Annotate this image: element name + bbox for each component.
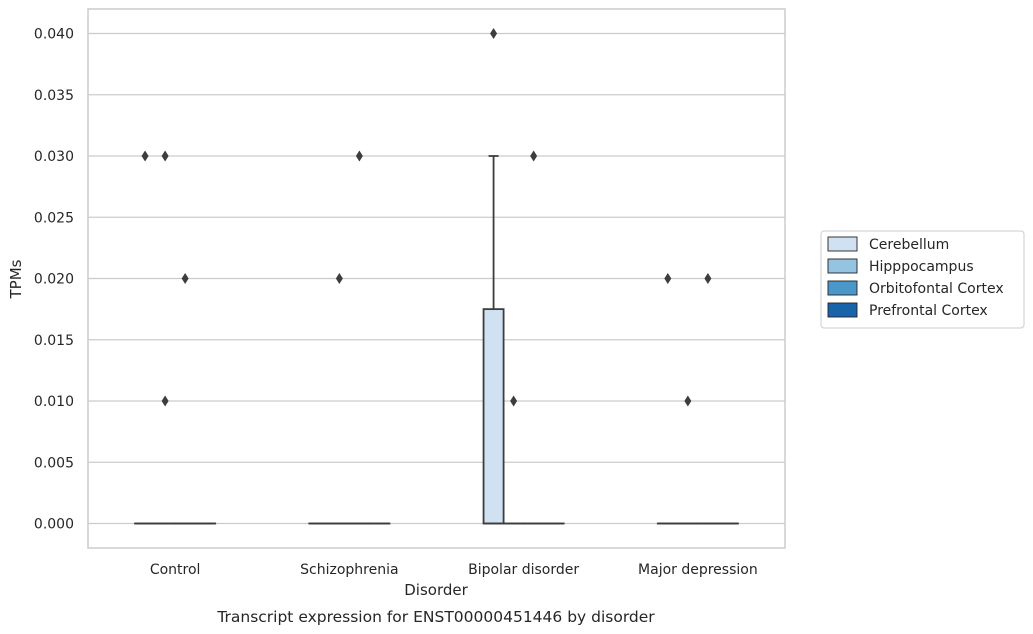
x-tick-label: Major depression — [638, 562, 758, 578]
grid-lines — [88, 32, 785, 525]
outlier-point — [335, 273, 343, 284]
y-tick-label: 0.020 — [34, 272, 74, 288]
outlier-point — [664, 273, 672, 284]
outlier-point — [510, 395, 518, 407]
box — [482, 308, 505, 525]
x-tick-label: Control — [150, 562, 201, 578]
box-group — [696, 273, 719, 525]
legend-swatch — [827, 236, 858, 252]
outlier-point — [684, 395, 692, 407]
box-plot-layer — [134, 28, 739, 525]
box-group — [502, 395, 525, 525]
y-tick-label: 0.040 — [34, 27, 74, 43]
outlier-point — [355, 150, 363, 162]
legend-label: Hipppocampus — [869, 259, 974, 275]
y-tick-label: 0.035 — [34, 88, 74, 104]
y-tick-label: 0.015 — [34, 333, 74, 349]
legend-swatch — [827, 280, 858, 296]
legend-frame — [820, 230, 1025, 329]
box-group — [676, 395, 699, 525]
outlier-point — [161, 150, 169, 162]
y-tick-label: 0.000 — [34, 517, 74, 533]
plot-area-frame — [87, 8, 786, 549]
legend-swatch — [827, 302, 858, 318]
legend: Cerebellum Hipppocampus Orbitofontal Corte… — [820, 230, 1025, 329]
outlier-point — [704, 273, 712, 284]
outlier-point — [141, 150, 149, 162]
legend-label: Orbitofontal Cortex — [869, 281, 1004, 297]
y-tick-labels: 0.000 0.005 0.010 0.015 0.020 0.025 0.030 0.035… — [34, 27, 74, 533]
x-axis-title: Disorder — [404, 581, 468, 599]
box-group — [328, 273, 351, 525]
y-tick-label: 0.030 — [34, 149, 74, 165]
outlier-point — [490, 28, 498, 39]
y-axis-title: TPMs — [7, 259, 25, 299]
box-group — [154, 150, 177, 525]
box-group — [482, 28, 505, 525]
box-group — [522, 150, 545, 525]
x-tick-labels: Control Schizophrenia Bipolar disorder Majo… — [150, 562, 758, 578]
outlier-point — [530, 150, 538, 162]
legend-label: Cerebellum — [869, 237, 949, 253]
outlier-point — [181, 273, 189, 284]
box-group — [134, 150, 156, 525]
legend-label: Prefrontal Cortex — [869, 303, 988, 319]
x-tick-label: Bipolar disorder — [468, 562, 579, 578]
outlier-point — [161, 395, 169, 407]
y-tick-label: 0.010 — [34, 394, 74, 410]
box-group — [348, 150, 371, 525]
y-tick-label: 0.025 — [34, 210, 74, 226]
chart-caption: Transcript expression for ENST0000045144… — [216, 608, 655, 626]
box-group — [174, 273, 197, 525]
y-tick-label: 0.005 — [34, 455, 74, 471]
box-group — [656, 273, 679, 525]
legend-swatch — [827, 258, 858, 274]
x-tick-label: Schizophrenia — [300, 562, 398, 578]
